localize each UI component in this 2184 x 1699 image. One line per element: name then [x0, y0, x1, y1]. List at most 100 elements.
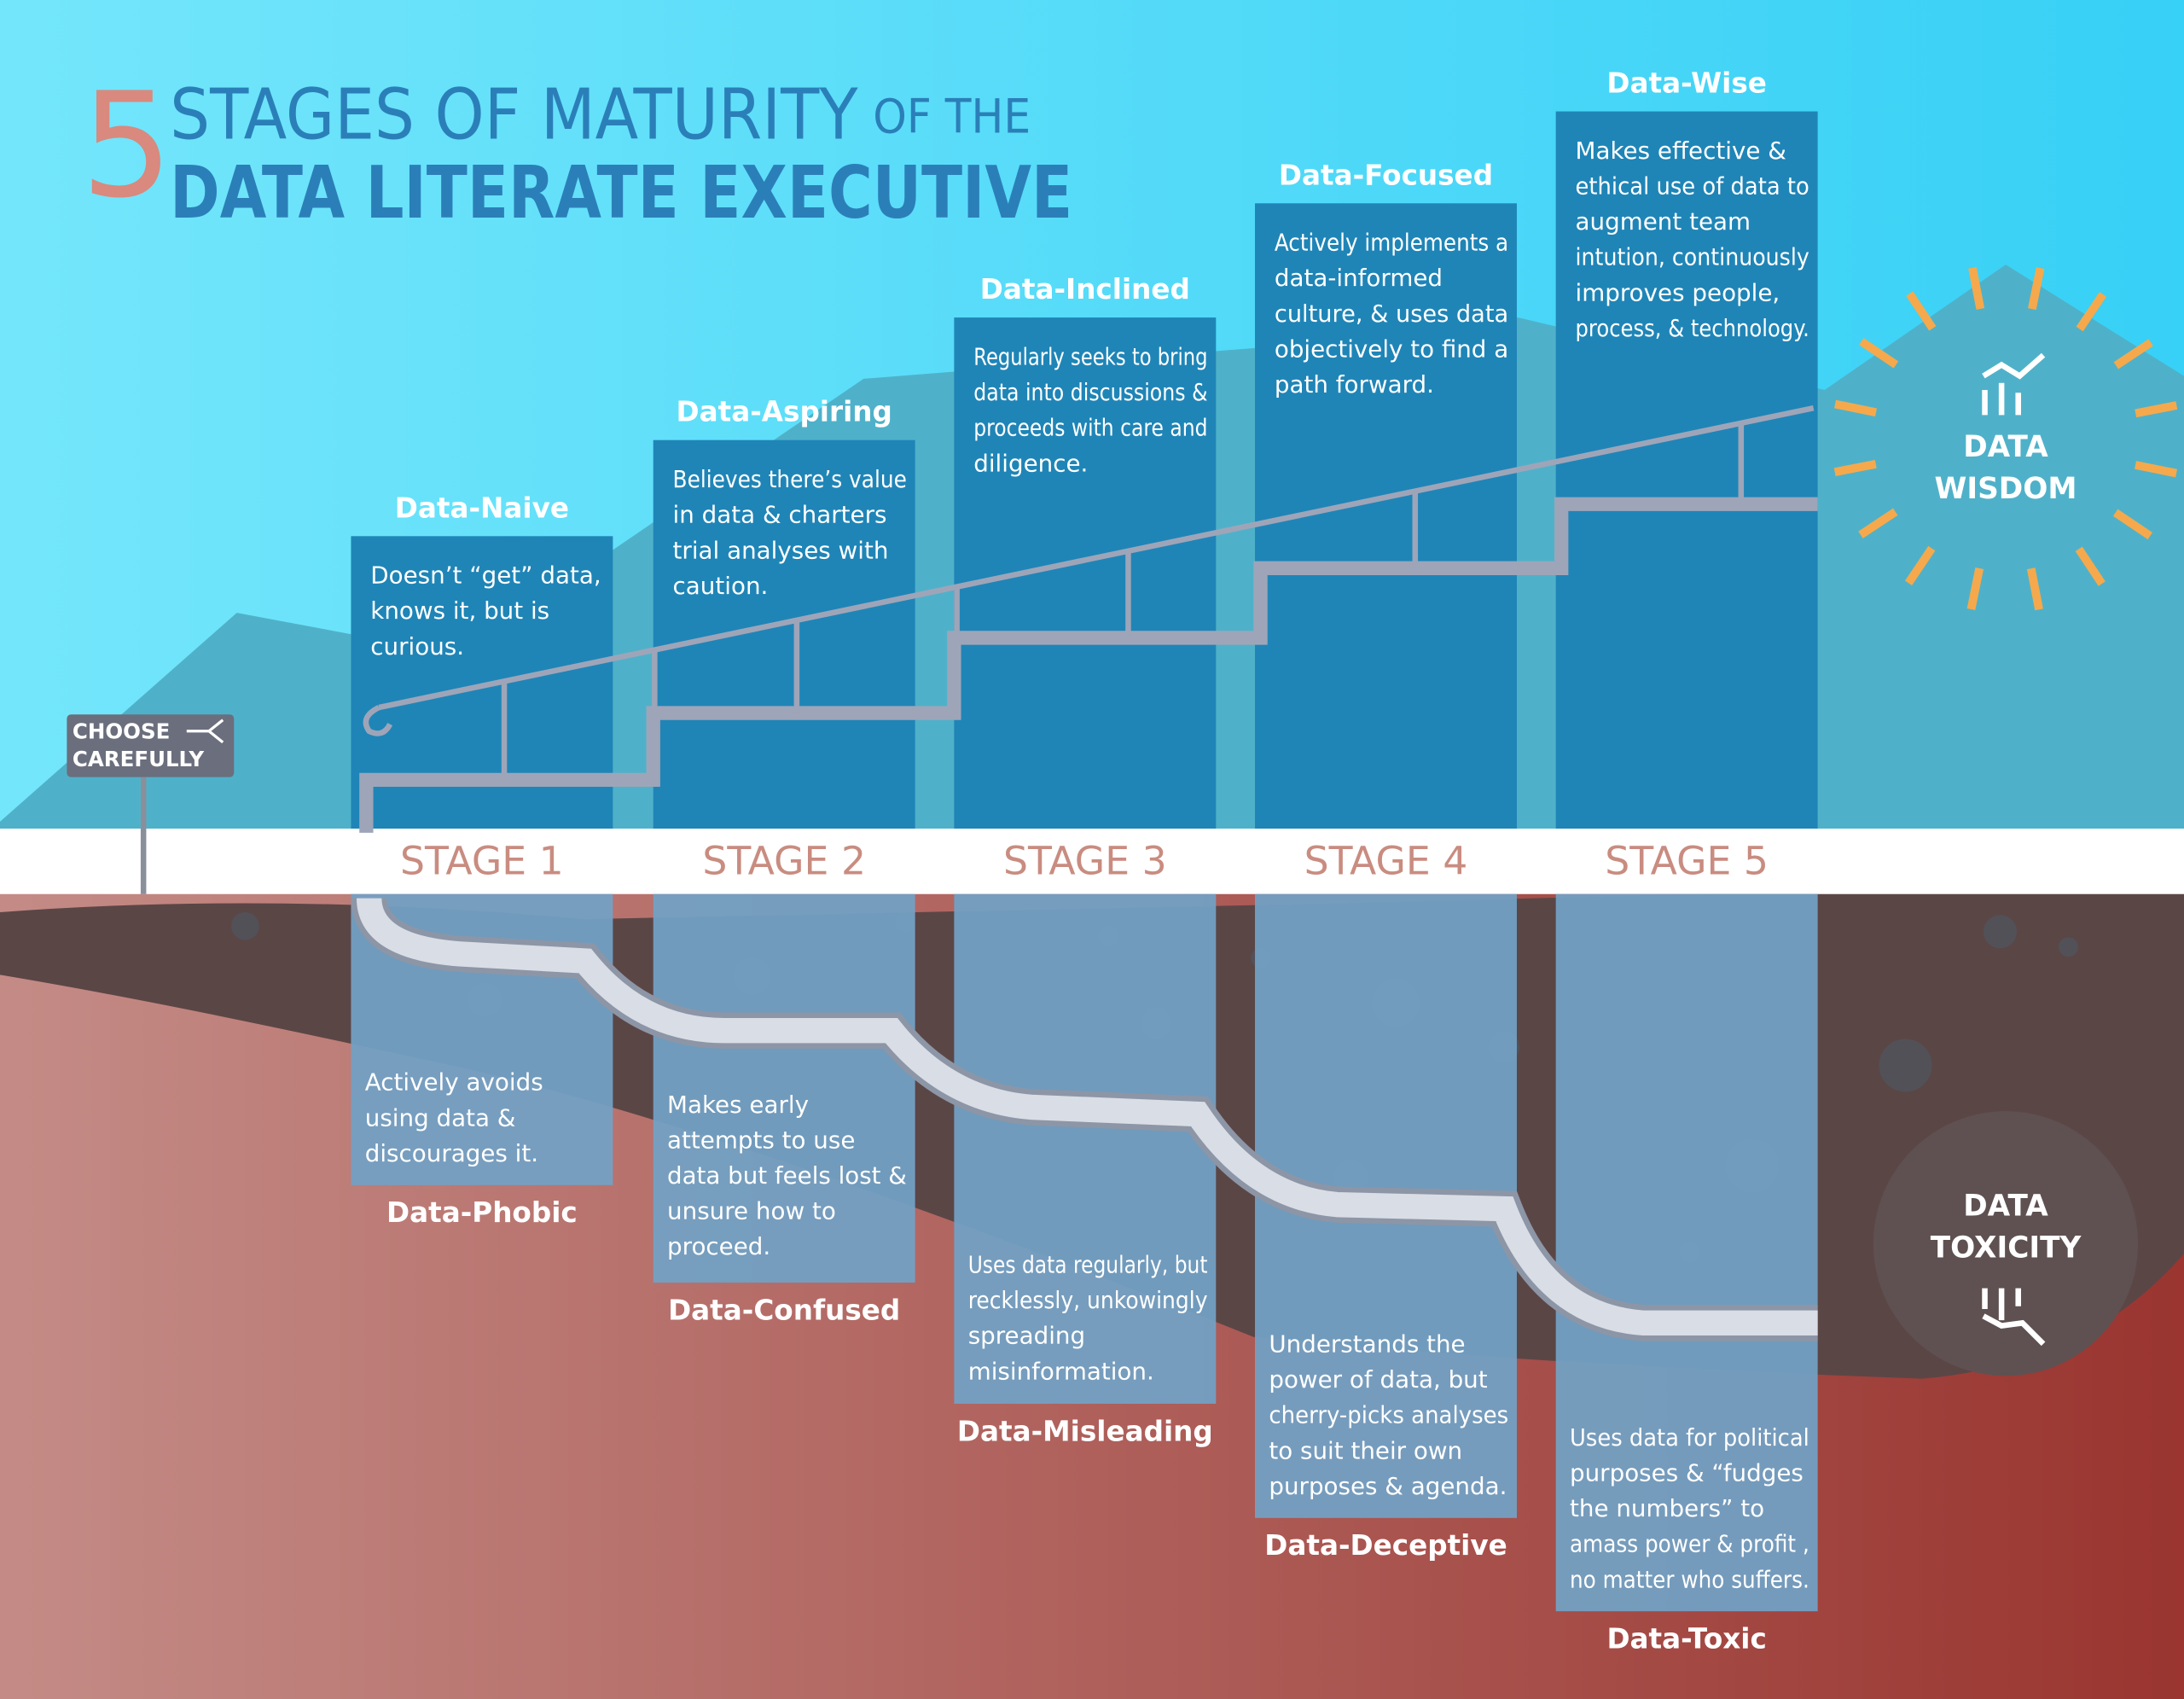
ground-line: [0, 829, 2184, 894]
stage-description: to suit their own: [1269, 1436, 1462, 1464]
stage-description: diligence.: [973, 449, 1088, 477]
stage-description: proceeds with care and: [973, 414, 1207, 442]
stage-description: Uses data for political: [1570, 1423, 1809, 1452]
stage-description: using data &: [365, 1103, 516, 1132]
soil-dot: [1879, 1039, 1932, 1092]
stage-description: spreading: [968, 1322, 1085, 1350]
stage-name: Data-Phobic: [386, 1196, 578, 1229]
sun-ray: [1859, 338, 1899, 369]
stage-description: Makes early: [667, 1091, 809, 1119]
title-line1: STAGES OF MATURITY OF THE: [170, 75, 1031, 156]
soil-dot: [1983, 915, 2018, 949]
stage-name: Data-Deceptive: [1264, 1529, 1507, 1562]
stage-description: trial analyses with: [673, 536, 889, 564]
sun-ray: [2112, 509, 2153, 540]
stage-description: Regularly seeks to bring: [973, 342, 1207, 370]
badge-text: DATA: [1963, 1189, 2048, 1223]
stage-description: knows it, but is: [370, 596, 549, 625]
stage-description: curious.: [370, 632, 464, 660]
stage-description: improves people,: [1576, 278, 1780, 306]
stage-description: in data & charters: [673, 501, 887, 529]
sun-ray: [1904, 545, 1936, 586]
sun-ray: [1968, 266, 1985, 310]
toxicity-badge: [1873, 1111, 2139, 1376]
stage-description: unsure how to: [667, 1197, 836, 1225]
lower-box: [1555, 893, 1818, 1612]
railing: [378, 404, 1815, 711]
sun-ray: [2135, 461, 2178, 478]
stage-description: path forward.: [1275, 370, 1434, 399]
stage-description: Understands the: [1269, 1330, 1465, 1358]
sun-ray: [1858, 508, 1898, 538]
stage-description: recklessly, unkowingly: [968, 1286, 1208, 1314]
sun-ray: [2028, 267, 2045, 311]
soil-dot: [231, 911, 259, 940]
sun-ray: [1966, 567, 1984, 610]
sun-ray: [1906, 291, 1937, 331]
stage-description: discourages it.: [365, 1139, 538, 1167]
sun-ray: [2026, 567, 2043, 611]
sun-ray: [1834, 399, 1877, 417]
stage-description: data-informed: [1275, 264, 1443, 292]
stage-description: Believes there’s value: [673, 465, 907, 493]
sun-ray: [2076, 292, 2107, 332]
stage-description: Actively avoids: [365, 1068, 543, 1097]
stage-description: the numbers” to: [1570, 1494, 1764, 1522]
stage-name: Data-Inclined: [980, 273, 1190, 305]
lower-box: [954, 893, 1217, 1405]
stage-name: Data-Naive: [395, 492, 569, 524]
stage-description: augment team: [1576, 207, 1751, 236]
stage-name: Data-Toxic: [1606, 1622, 1766, 1655]
stage-name: Data-Confused: [668, 1294, 900, 1326]
stage-description: data into discussions &: [973, 378, 1207, 406]
layer: Data-Naive Doesn’t “get” data, knows it, b…: [67, 61, 2178, 1655]
stage-description: cherry-picks analyses: [1269, 1401, 1508, 1429]
toxicity-icon: [1982, 1288, 2046, 1347]
wisdom-icon: [1982, 352, 2046, 416]
stage-description: Doesn’t “get” data,: [370, 561, 601, 590]
stage-description: purposes & agenda.: [1269, 1472, 1507, 1500]
sun-ray: [2075, 546, 2106, 586]
soil-dot: [2059, 937, 2078, 957]
stage-description: intution, continuously: [1576, 243, 1809, 271]
stage-label: STAGE 5: [1605, 838, 1769, 883]
lower-box: [653, 893, 915, 1283]
stage-description: caution.: [673, 572, 769, 600]
stage-description: no matter who suffers.: [1570, 1565, 1809, 1593]
stage-description: attempts to use: [667, 1126, 855, 1154]
stage-description: proceed.: [667, 1232, 770, 1260]
title-line2: DATA LITERATE EXECUTIVE: [170, 151, 1072, 236]
stage-description: Uses data regularly, but: [968, 1250, 1208, 1278]
railing-curl: [363, 705, 393, 736]
stage-description: Makes effective &: [1576, 137, 1786, 165]
sun-ray: [2135, 401, 2178, 418]
stage-description: misinformation.: [968, 1357, 1154, 1385]
stage-description: objectively to find a: [1275, 335, 1508, 363]
stage-description: power of data, but: [1269, 1365, 1487, 1394]
stage-name: Data-Focused: [1279, 159, 1493, 191]
stage-label: STAGE 3: [1003, 838, 1167, 883]
stage-description: process, & technology.: [1576, 314, 1809, 342]
pipe: [356, 897, 1818, 1336]
badge-text: DATA: [1963, 430, 2048, 464]
badge-text: TOXICITY: [1931, 1231, 2082, 1265]
upper-box: [653, 439, 915, 829]
stage-description: amass power & profit ,: [1570, 1530, 1809, 1558]
sign-text: CAREFULLY: [73, 747, 204, 771]
sign-text: CHOOSE: [73, 719, 170, 743]
stage-description: purposes & “fudges: [1570, 1458, 1804, 1487]
stage-description: ethical use of data to: [1576, 172, 1809, 201]
stage-description: Actively implements a: [1275, 229, 1508, 257]
stage-label: STAGE 4: [1304, 838, 1468, 883]
title-number: 5: [81, 61, 173, 230]
stage-label: STAGE 2: [702, 838, 866, 883]
badge-text: WISDOM: [1935, 472, 2077, 506]
title-line1-suffix: OF THE: [873, 89, 1031, 144]
sun-ray: [1833, 459, 1877, 476]
sign-icon: [186, 719, 224, 744]
sun-ray: [2113, 339, 2153, 369]
upper-box: [954, 317, 1217, 829]
upper-box: [1555, 111, 1818, 829]
stage-description: culture, & uses data: [1275, 300, 1508, 328]
